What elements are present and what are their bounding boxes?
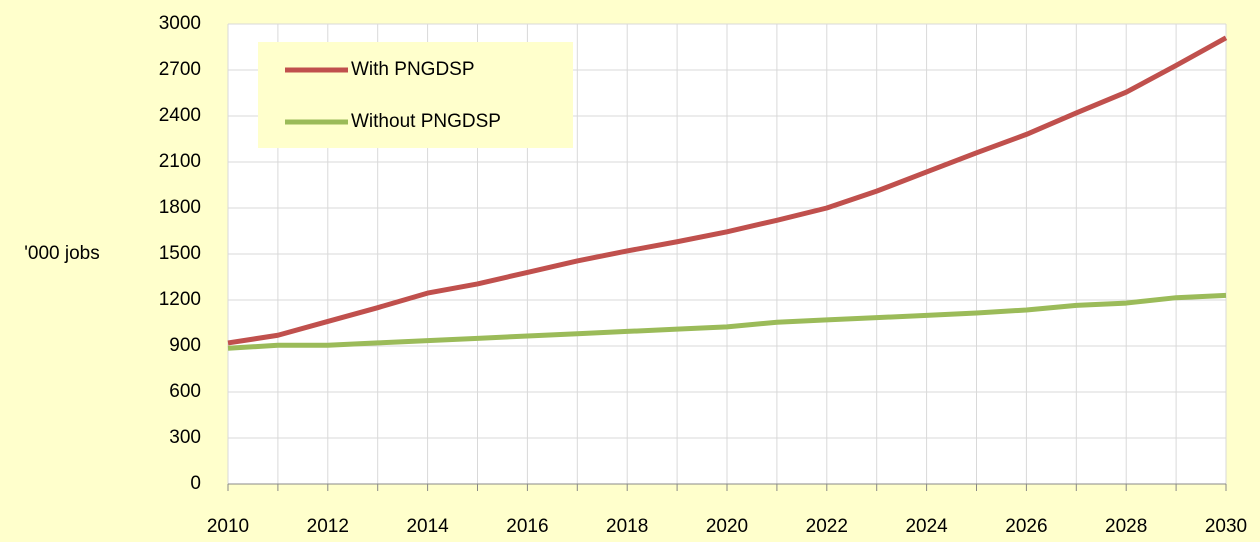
series-line xyxy=(227,292,1227,351)
x-tick-label: 2026 xyxy=(1005,516,1047,537)
x-tick-label: 2012 xyxy=(307,516,349,537)
series-line xyxy=(227,35,1228,346)
legend-label: Without PNGDSP xyxy=(351,111,501,132)
legend-label: With PNGDSP xyxy=(351,59,475,80)
x-tick-label: 2024 xyxy=(905,516,948,537)
x-tick-label: 2022 xyxy=(806,516,848,537)
x-tick-label: 2018 xyxy=(606,516,648,537)
x-tick-label: 2030 xyxy=(1205,516,1247,537)
y-tick-label: 2400 xyxy=(159,105,201,126)
y-tick-label: 2700 xyxy=(159,59,201,80)
y-tick-label: 3000 xyxy=(159,13,201,34)
x-tick-label: 2016 xyxy=(506,516,548,537)
x-tick-label: 2014 xyxy=(406,516,449,537)
y-tick-label: 1800 xyxy=(159,197,201,218)
y-tick-label: 900 xyxy=(169,335,201,356)
x-tick-label: 2010 xyxy=(207,516,249,537)
y-tick-label: 1200 xyxy=(159,289,201,310)
y-tick-label: 0 xyxy=(190,473,201,494)
x-tick-label: 2028 xyxy=(1105,516,1147,537)
y-axis-label: '000 jobs xyxy=(24,243,99,264)
y-tick-label: 2100 xyxy=(159,151,201,172)
y-tick-label: 600 xyxy=(169,381,201,402)
x-tick-label: 2020 xyxy=(706,516,748,537)
y-tick-label: 300 xyxy=(169,427,201,448)
y-tick-label: 1500 xyxy=(159,243,201,264)
legend-box xyxy=(258,42,573,148)
